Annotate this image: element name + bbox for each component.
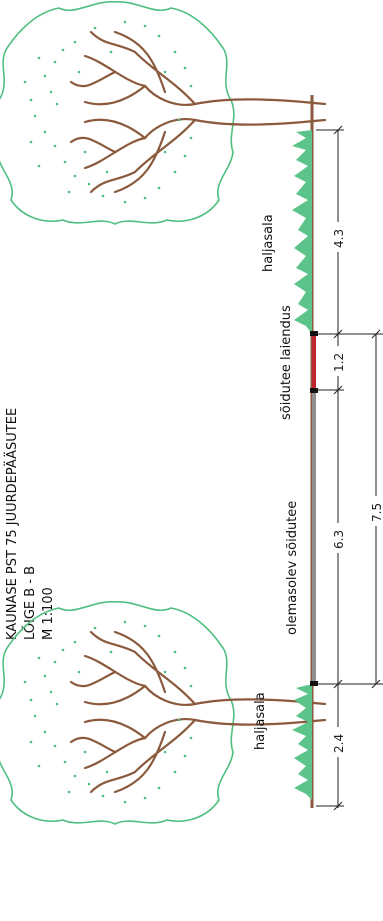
grass-verge-lower <box>292 684 312 800</box>
title-line-2: LÕIGE B - B <box>22 566 38 640</box>
drawing-title-block: KAUNASE PST 75 JUURDEPÄÄSUTEE LÕIGE B - … <box>4 408 56 640</box>
grass-verge-upper <box>292 130 312 334</box>
tree-upper <box>0 0 327 226</box>
dimension-verge-upper: 4.3 <box>332 229 346 248</box>
title-line-1: KAUNASE PST 75 JUURDEPÄÄSUTEE <box>4 408 20 640</box>
label-verge-upper: haljasala <box>261 214 276 272</box>
dimension-existing-road: 6.3 <box>332 530 346 549</box>
dimension-lines <box>316 125 383 811</box>
dimension-extension: 1.2 <box>332 353 346 372</box>
edge-marker-top <box>310 331 318 336</box>
dimension-verge-lower: 2.4 <box>332 734 346 753</box>
label-existing-road: olemasolev sõidutee <box>285 501 300 635</box>
label-road-extension: sõidutee laiendus <box>279 305 294 420</box>
edge-marker-middle <box>310 388 318 393</box>
edge-marker-bottom <box>310 681 318 686</box>
title-line-3: M 1:100 <box>41 587 56 640</box>
dimension-total-width: 7.5 <box>370 503 383 522</box>
label-verge-lower: haljasala <box>253 692 268 750</box>
